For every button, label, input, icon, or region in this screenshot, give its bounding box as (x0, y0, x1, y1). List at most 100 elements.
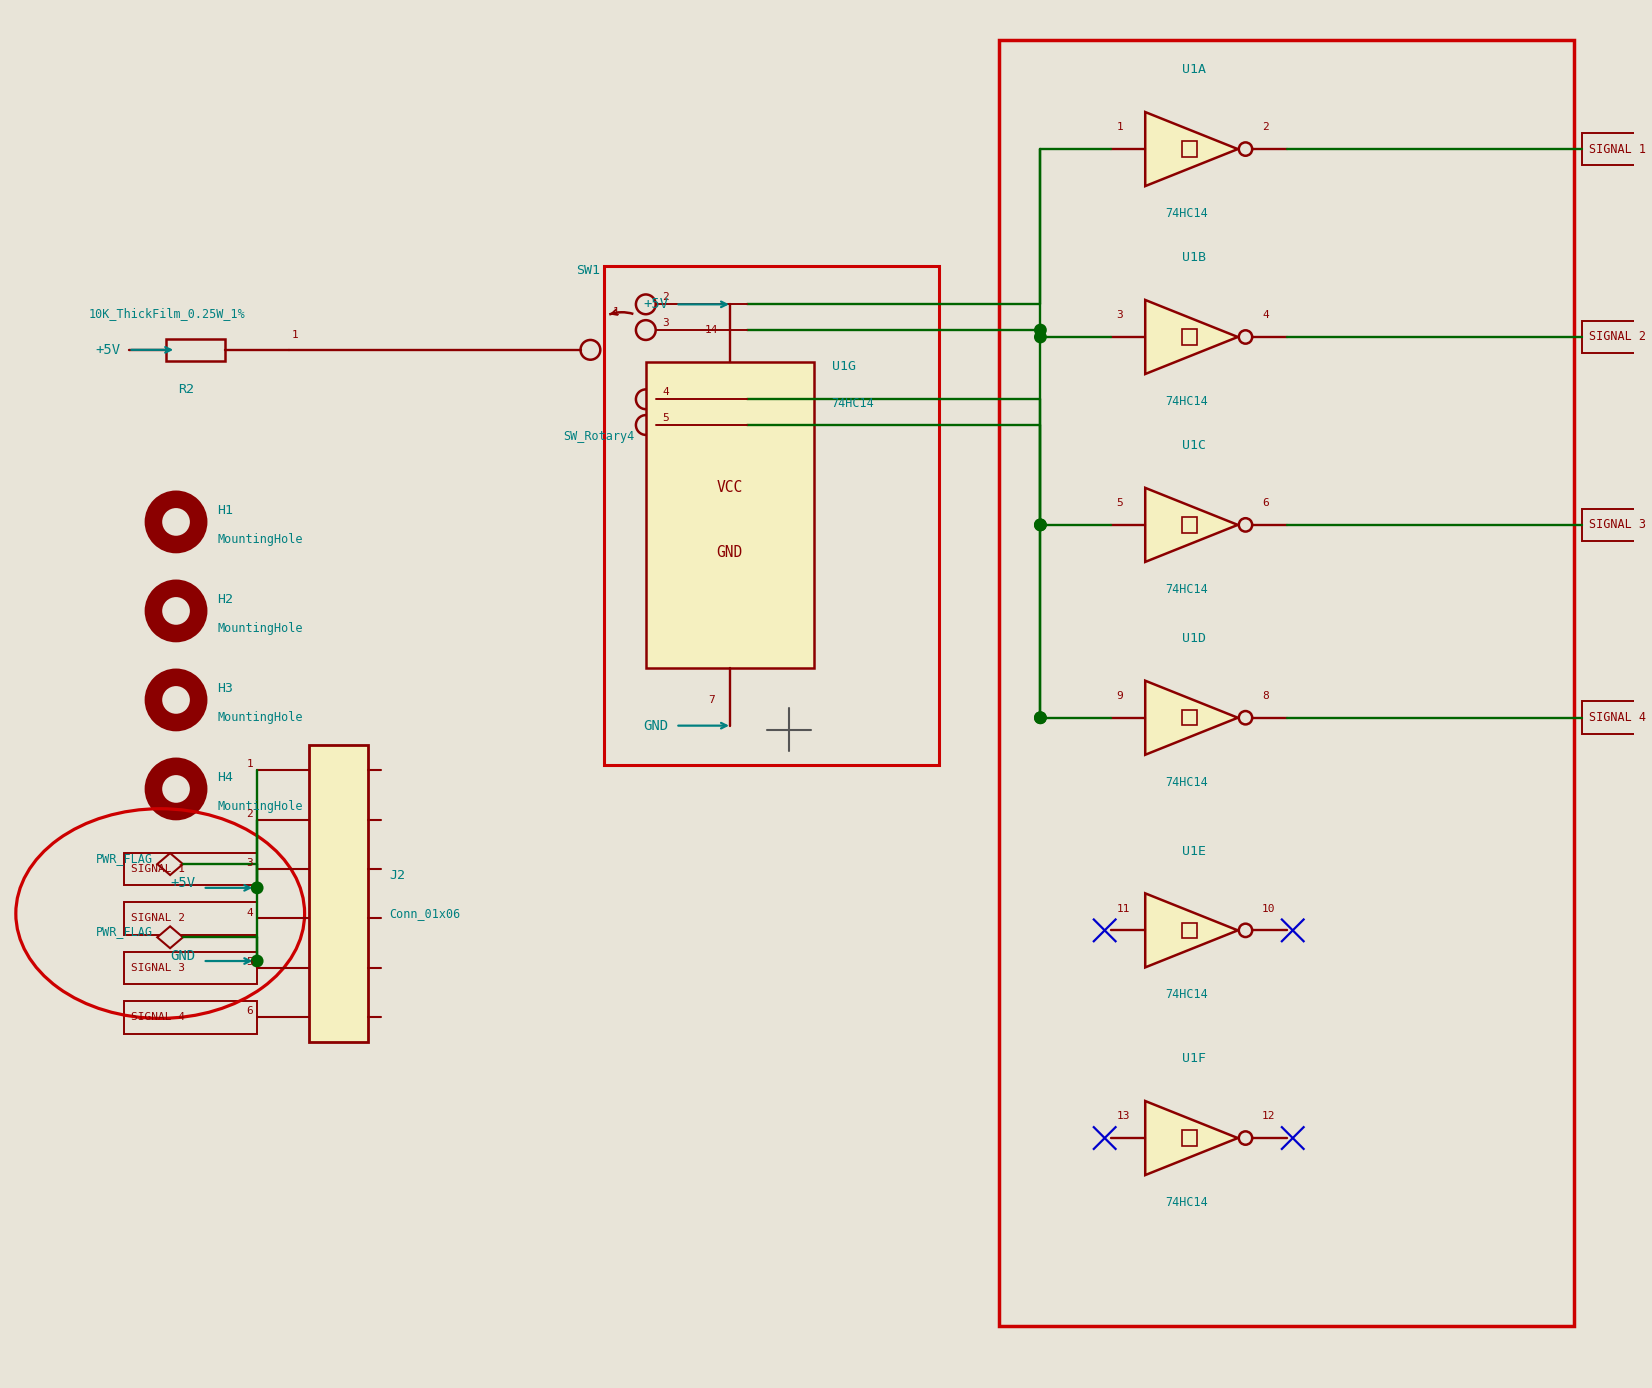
Circle shape (147, 759, 206, 819)
Circle shape (1239, 1131, 1252, 1145)
Circle shape (1034, 330, 1047, 343)
Bar (1183, 329, 1196, 344)
Bar (1183, 1130, 1196, 1145)
Text: 74HC14: 74HC14 (831, 397, 874, 409)
Text: MountingHole: MountingHole (218, 622, 302, 636)
Text: R2: R2 (178, 383, 193, 396)
Text: U1F: U1F (1181, 1052, 1206, 1066)
Text: 1: 1 (613, 307, 620, 318)
Text: 4: 4 (662, 387, 669, 397)
Text: GND: GND (643, 719, 669, 733)
Text: 10: 10 (1262, 904, 1275, 913)
Bar (1183, 518, 1196, 533)
Text: SIGNAL 2: SIGNAL 2 (131, 913, 185, 923)
Text: GND: GND (170, 949, 197, 963)
Text: PWR_FLAG: PWR_FLAG (96, 924, 154, 938)
Circle shape (1239, 518, 1252, 532)
Circle shape (162, 686, 190, 713)
Bar (999, 40, 1574, 1326)
Text: 7: 7 (709, 695, 715, 705)
Text: SIGNAL 4: SIGNAL 4 (131, 1012, 185, 1023)
Text: 74HC14: 74HC14 (1165, 394, 1208, 408)
Text: 9: 9 (1117, 691, 1123, 701)
Text: 1: 1 (246, 759, 253, 769)
Bar (1583, 133, 1652, 165)
Text: J2: J2 (390, 869, 406, 883)
Text: MountingHole: MountingHole (218, 801, 302, 813)
Circle shape (636, 390, 656, 409)
Bar (1583, 701, 1652, 734)
Text: 3: 3 (662, 318, 669, 328)
Text: SIGNAL 4: SIGNAL 4 (1589, 711, 1647, 725)
Circle shape (251, 881, 264, 894)
Polygon shape (157, 854, 183, 874)
Text: 5: 5 (1117, 498, 1123, 508)
Text: 14: 14 (705, 325, 719, 335)
Circle shape (1239, 330, 1252, 344)
Text: U1B: U1B (1181, 251, 1206, 264)
Circle shape (1239, 923, 1252, 937)
Text: MountingHole: MountingHole (218, 711, 302, 725)
Text: 3: 3 (246, 858, 253, 868)
Text: 6: 6 (246, 1006, 253, 1016)
Text: H3: H3 (218, 682, 233, 694)
Circle shape (636, 321, 656, 340)
Bar (1583, 508, 1652, 541)
Polygon shape (1145, 1101, 1237, 1176)
Text: 5: 5 (246, 956, 253, 967)
Text: 10K_ThickFilm_0.25W_1%: 10K_ThickFilm_0.25W_1% (89, 307, 246, 319)
Text: SIGNAL 1: SIGNAL 1 (131, 865, 185, 874)
Circle shape (147, 670, 206, 730)
Text: 5: 5 (662, 414, 669, 423)
Text: H2: H2 (218, 593, 233, 605)
Circle shape (147, 582, 206, 641)
Text: 74HC14: 74HC14 (1165, 207, 1208, 219)
Circle shape (1239, 143, 1252, 155)
Circle shape (1239, 711, 1252, 725)
Text: 74HC14: 74HC14 (1165, 1196, 1208, 1209)
Text: H4: H4 (218, 770, 233, 784)
Text: SIGNAL 3: SIGNAL 3 (1589, 518, 1647, 532)
Circle shape (636, 415, 656, 434)
Text: 4: 4 (246, 908, 253, 917)
Text: 74HC14: 74HC14 (1165, 988, 1208, 1001)
Text: +5V: +5V (170, 876, 197, 890)
Bar (1183, 142, 1196, 157)
Text: 6: 6 (1262, 498, 1269, 508)
Polygon shape (1145, 487, 1237, 562)
Text: 2: 2 (1262, 122, 1269, 132)
Circle shape (1034, 711, 1047, 725)
Text: PWR_FLAG: PWR_FLAG (96, 852, 154, 865)
Text: 8: 8 (1262, 691, 1269, 701)
Polygon shape (1145, 112, 1237, 186)
Text: SIGNAL 2: SIGNAL 2 (1589, 330, 1647, 343)
Text: SIGNAL 3: SIGNAL 3 (131, 963, 185, 973)
Bar (124, 1001, 258, 1034)
Circle shape (147, 493, 206, 551)
Text: +5V: +5V (96, 343, 121, 357)
Text: U1G: U1G (831, 359, 856, 373)
Circle shape (162, 508, 190, 536)
Bar (124, 902, 258, 934)
Text: U1E: U1E (1181, 845, 1206, 858)
Text: 1: 1 (1117, 122, 1123, 132)
Bar (124, 952, 258, 984)
Circle shape (162, 775, 190, 802)
Text: 13: 13 (1117, 1112, 1130, 1122)
Circle shape (1034, 519, 1047, 532)
Text: Conn_01x06: Conn_01x06 (390, 906, 461, 920)
Text: GND: GND (717, 545, 743, 561)
Text: 2: 2 (662, 293, 669, 303)
Text: U1D: U1D (1181, 632, 1206, 645)
Circle shape (636, 294, 656, 314)
Circle shape (580, 340, 600, 359)
Polygon shape (1145, 894, 1237, 967)
Text: VCC: VCC (717, 480, 743, 494)
Bar (1183, 711, 1196, 726)
Bar (167, 339, 225, 361)
Text: 74HC14: 74HC14 (1165, 583, 1208, 595)
Bar (1583, 321, 1652, 354)
Text: U1A: U1A (1181, 64, 1206, 76)
Text: +5V: +5V (643, 297, 669, 311)
Text: SIGNAL 1: SIGNAL 1 (1589, 143, 1647, 155)
